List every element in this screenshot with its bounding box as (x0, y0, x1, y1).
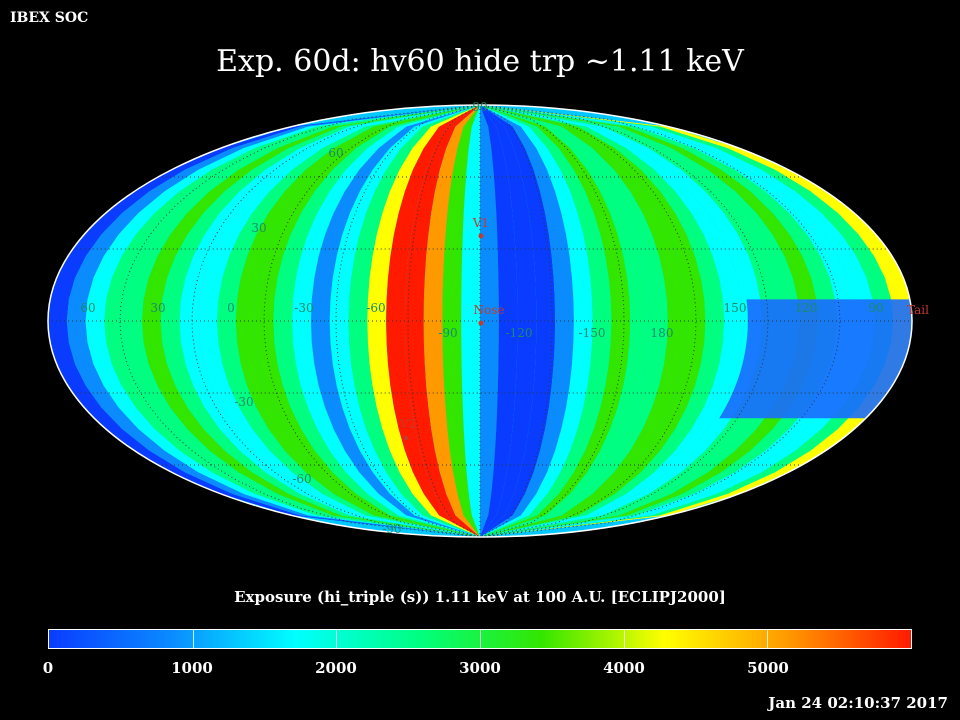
lat-label: 90 (472, 100, 487, 114)
lon-label: 150 (724, 301, 747, 315)
graticule (48, 105, 912, 537)
lon-label: -150 (579, 326, 606, 340)
colorbar-separator (192, 630, 194, 648)
lat-label: -30 (234, 395, 253, 409)
lon-label: 180 (651, 326, 674, 340)
grid-labels: 90 60 30 -30 -60 -90 60 30 0 -30 -60 -90 -120 -150 180… (80, 100, 883, 536)
colorbar-separator (623, 630, 625, 648)
lon-label: -30 (294, 301, 313, 315)
colorbar-tick-label: 1000 (171, 659, 213, 677)
lat-label: 30 (251, 221, 266, 235)
colorbar-title: Exposure (hi_triple (s)) 1.11 keV at 100… (234, 588, 726, 606)
colorbar-separator (336, 630, 338, 648)
colorbar-separator (480, 630, 481, 648)
colorbar (48, 629, 912, 649)
colorbar-tick-label: 0 (42, 659, 54, 677)
lon-label: -120 (506, 326, 533, 340)
marker-label: V2 (399, 417, 416, 431)
colorbar-tick-label: 3000 (459, 659, 501, 677)
org-label: IBEX SOC (10, 10, 89, 26)
map-title: Exp. 60d: hv60 hide trp ~1.11 keV (216, 44, 744, 79)
map-border (47, 104, 913, 538)
marker-dot (403, 435, 409, 441)
lon-label: 30 (150, 301, 165, 315)
lon-label: 60 (80, 301, 95, 315)
lon-label: -90 (438, 326, 457, 340)
lon-label: -60 (366, 301, 385, 315)
lon-label: 90 (868, 301, 883, 315)
lat-label: -90 (382, 522, 401, 536)
lon-label: 120 (795, 301, 818, 315)
lon-label: 0 (227, 301, 235, 315)
colorbar-tick-label: 5000 (747, 659, 789, 677)
colorbar-tick-label: 4000 (603, 659, 645, 677)
colorbar-tick-label: 2000 (315, 659, 357, 677)
marker-label: Tail (907, 303, 929, 317)
timestamp: Jan 24 02:10:37 2017 (768, 694, 948, 712)
lat-label: 60 (328, 146, 343, 160)
colorbar-separator (767, 630, 769, 648)
marker-label: Nose (474, 303, 505, 317)
marker-dot (478, 233, 484, 239)
markers: V1 Nose V2 Tail (399, 216, 929, 441)
lat-label: -60 (292, 472, 311, 486)
marker-dot (478, 320, 484, 326)
marker-label: V1 (472, 216, 489, 230)
